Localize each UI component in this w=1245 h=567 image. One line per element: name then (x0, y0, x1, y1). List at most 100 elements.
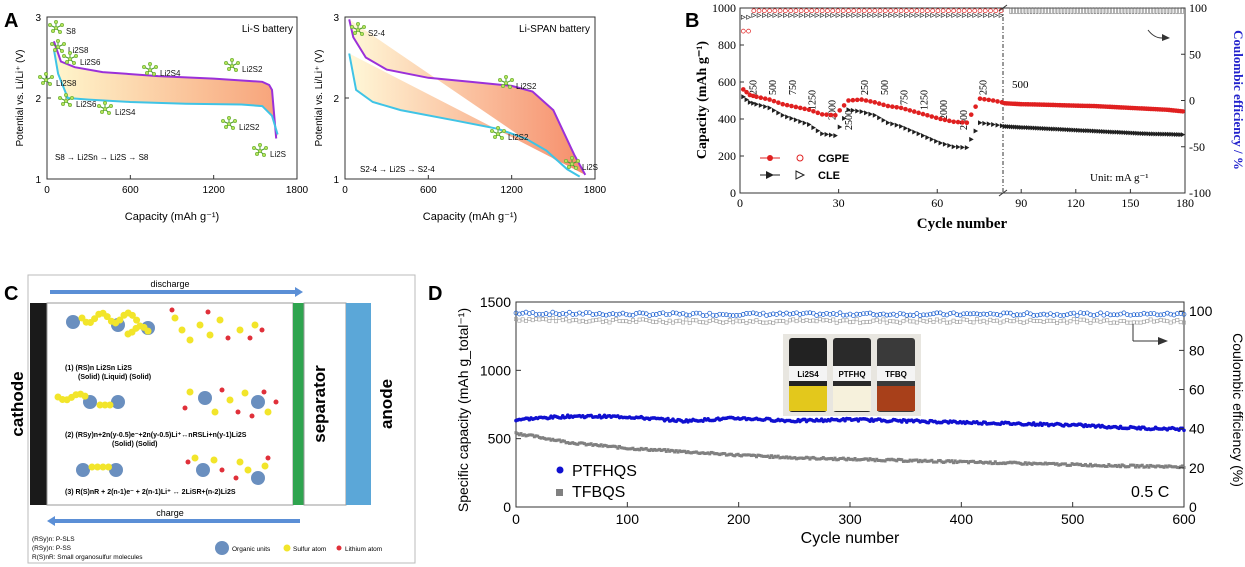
tfbqs-capacity-point (582, 442, 586, 446)
atom (43, 77, 49, 83)
cle-capacity-point (793, 117, 799, 123)
atom (52, 47, 58, 53)
cle-ce-point (830, 12, 836, 18)
tfbqs-ce-point (607, 320, 612, 325)
tfbqs-capacity-point (925, 459, 929, 463)
y-tick-label: 3 (35, 13, 41, 24)
cle-capacity-point (912, 129, 917, 135)
ce-point (1166, 7, 1169, 15)
ptfhqs-ce-point (1168, 311, 1173, 317)
cle-capacity-point (942, 141, 948, 147)
tfbqs-capacity-point (524, 434, 528, 438)
tfbqs-capacity-point (1110, 464, 1114, 468)
cle-capacity-point (1110, 129, 1115, 135)
tfbqs-capacity-point (691, 450, 695, 454)
cgpe-ce-point (988, 8, 993, 14)
cle-capacity-point (1112, 129, 1117, 135)
tfbqs-capacity-point (781, 455, 785, 459)
tfbqs-capacity-point (611, 444, 615, 448)
cgpe-ce-point (825, 8, 830, 14)
tfbqs-capacity-point (831, 458, 835, 462)
atom (37, 74, 43, 80)
ptfhqs-ce-point (1091, 313, 1097, 318)
ptfhqs-ce-point (1001, 310, 1006, 316)
x-tick-label: 0 (512, 511, 520, 527)
cgpe-ce-point (804, 8, 809, 14)
cgpe-capacity-point (982, 96, 987, 102)
panel-a-right-plot: Li-SPAN battery S2-4 → Li2S → S2-4 S2-4 L… (314, 13, 607, 223)
tfbqs-capacity-point (608, 444, 612, 448)
ptfhqs-ce-point (941, 312, 946, 317)
species-label: Li2S (270, 150, 286, 159)
molecule-icon (251, 142, 269, 158)
cle-capacity-point (1119, 129, 1124, 135)
y2-tick-label: 20 (1189, 460, 1205, 476)
atom (569, 161, 575, 167)
tfbqs-capacity-point (1119, 465, 1123, 469)
tfbqs-capacity-point (616, 446, 620, 450)
tfbqs-ce-point (1182, 320, 1186, 325)
anode-label: anode (377, 379, 396, 429)
tfbqs-capacity-point (623, 446, 627, 450)
tfbqs-capacity-point (572, 442, 576, 446)
atom (223, 124, 229, 130)
tfbqs-capacity-point (701, 451, 705, 455)
tfbqs-capacity-point (562, 439, 566, 443)
cgpe-capacity-point (780, 101, 786, 107)
ptfhqs-ce-point (1034, 312, 1040, 318)
tfbqs-capacity-point (785, 455, 789, 459)
ce-point (1044, 7, 1047, 15)
atom (53, 19, 59, 25)
y-tick-label: 2 (333, 94, 339, 105)
tfbqs-capacity-point (798, 456, 802, 460)
tfbqs-capacity-point (696, 451, 700, 455)
tfbqs-capacity-point (945, 459, 949, 463)
cle-ce-point (956, 12, 962, 18)
tfbqs-capacity-point (1065, 463, 1069, 467)
cle-ce-point (840, 12, 846, 18)
ptfhqs-ce-point (917, 313, 923, 318)
atom (503, 74, 509, 80)
tfbqs-capacity-point (546, 437, 550, 441)
note-3: R(S)nR: Small organosulfur molecules (32, 554, 143, 561)
tfbqs-capacity-point (1099, 464, 1102, 468)
cle-ce-point (846, 12, 852, 18)
tfbqs-ce-point (971, 320, 976, 325)
tfbqs-capacity-point (681, 449, 685, 453)
ptfhqs-ce-point (513, 310, 519, 316)
ce-point (1140, 7, 1143, 15)
tfbqs-capacity-point (960, 460, 964, 464)
cgpe-capacity-point (841, 103, 847, 108)
tfbqs-capacity-point (1177, 466, 1181, 470)
cle-capacity-point (855, 108, 860, 114)
tfbqs-capacity-point (571, 441, 575, 445)
ce-point (1027, 7, 1030, 15)
tfbqs-capacity-point (731, 453, 735, 457)
atom (495, 131, 501, 137)
tfbqs-capacity-point (988, 460, 992, 464)
key-organic-unit (215, 541, 229, 555)
ptfhqs-ce-point (994, 312, 1000, 317)
ptfhqs-ce-point (911, 313, 916, 318)
cle-capacity-point (1026, 125, 1031, 131)
tfbqs-capacity-point (911, 458, 915, 462)
cle-ce-point (756, 12, 762, 18)
cgpe-capacity-point (964, 120, 970, 125)
cgpe-capacity-point (890, 104, 895, 109)
sulfur-atom (191, 454, 199, 462)
panel-c: C discharge cathode separator anode (1) … (4, 274, 416, 564)
tfbqs-capacity-point (1149, 463, 1153, 467)
tfbqs-capacity-point (674, 449, 678, 453)
cle-capacity-point (815, 128, 821, 134)
ptfhqs-ce-point (1108, 312, 1113, 318)
tfbqs-capacity-point (749, 454, 753, 458)
tfbqs-capacity-point (1017, 461, 1021, 465)
sulfur-atom (103, 313, 111, 321)
y-tick-label: 3 (333, 13, 339, 24)
ce-point (1094, 7, 1097, 15)
cgpe-ce-point (909, 8, 914, 14)
cle-ce-point (982, 12, 988, 18)
cle-capacity-point (890, 121, 895, 127)
